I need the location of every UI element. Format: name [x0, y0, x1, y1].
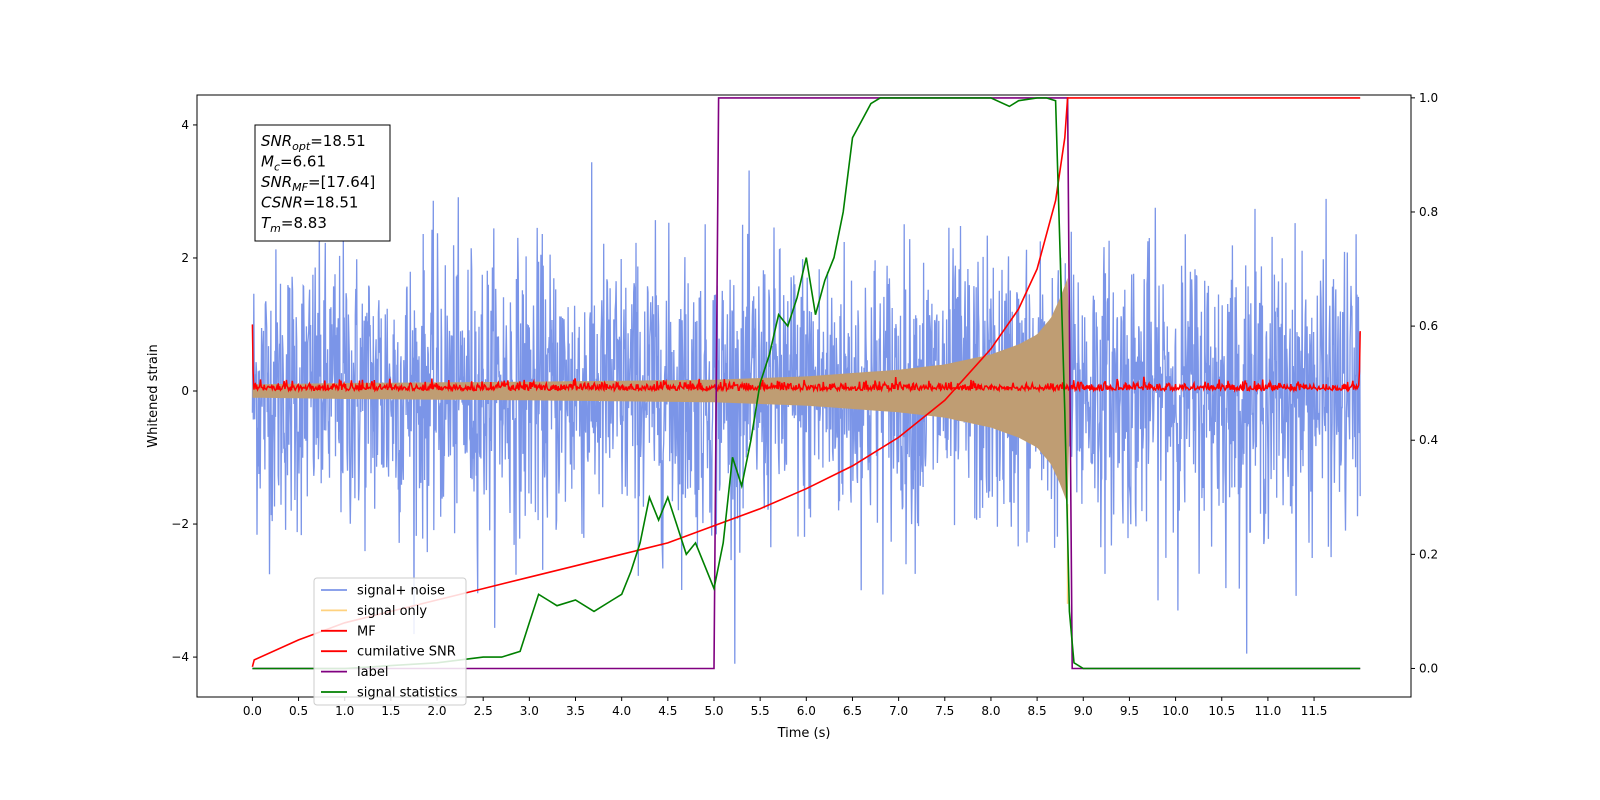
- y-right-tick-label: 0.2: [1419, 547, 1438, 561]
- y-right-tick-label: 0.8: [1419, 205, 1438, 219]
- x-tick-label: 7.5: [935, 704, 954, 718]
- annotation-line: SNRopt=18.51: [261, 132, 366, 153]
- y-left-tick-label: −2: [171, 517, 189, 531]
- series-mf: [251, 324, 1361, 394]
- y-right-tick-label: 1.0: [1419, 91, 1438, 105]
- y-right-axis-ticks: 0.0 0.2 0.4 0.6 0.8 1.0: [1411, 91, 1438, 675]
- x-tick-label: 2.5: [474, 704, 493, 718]
- x-tick-label: 9.5: [1120, 704, 1139, 718]
- x-tick-label: 0.0: [243, 704, 262, 718]
- legend-label: label: [357, 665, 388, 680]
- x-tick-label: 8.5: [1028, 704, 1047, 718]
- x-tick-label: 11.5: [1301, 704, 1328, 718]
- y-axis-label: Whitened strain: [146, 344, 161, 447]
- x-axis-ticks: 0.0 0.5 1.0 1.5 2.0 2.5 3.0 3.5 4.0 4.5 5.0 5.5 6.0 6…: [243, 697, 1328, 718]
- x-tick-label: 10.0: [1162, 704, 1189, 718]
- plot-content: [251, 97, 1361, 670]
- x-tick-label: 2.0: [427, 704, 446, 718]
- y-right-tick-label: 0.4: [1419, 433, 1438, 447]
- x-tick-label: 5.5: [751, 704, 770, 718]
- x-tick-label: 11.0: [1255, 704, 1282, 718]
- annotation-line: CSNR=18.51: [261, 194, 358, 212]
- x-axis-label: Time (s): [777, 726, 831, 741]
- y-left-axis-ticks: −4 −2 0 2 4: [171, 118, 197, 664]
- x-tick-label: 4.5: [658, 704, 677, 718]
- x-tick-label: 1.0: [335, 704, 354, 718]
- x-tick-label: 3.0: [520, 704, 539, 718]
- x-tick-label: 4.0: [612, 704, 631, 718]
- legend-label: signal statistics: [357, 686, 458, 701]
- legend-label: signal only: [357, 604, 427, 619]
- legend-box: [313, 577, 467, 706]
- x-tick-label: 3.5: [566, 704, 585, 718]
- x-tick-label: 5.0: [704, 704, 723, 718]
- y-right-tick-label: 0.6: [1419, 319, 1438, 333]
- series-signal-only: [252, 277, 1071, 505]
- annotation-box: [254, 124, 391, 242]
- legend-label: MF: [357, 624, 376, 639]
- axes-frame: [196, 94, 1412, 698]
- annotation-line: Mc=6.61: [261, 153, 326, 174]
- x-tick-label: 1.5: [381, 704, 400, 718]
- annotation-line: SNRMF=[17.64]: [261, 173, 375, 194]
- x-tick-label: 6.5: [843, 704, 862, 718]
- y-left-tick-label: 4: [181, 118, 189, 132]
- x-tick-label: 6.0: [797, 704, 816, 718]
- legend-label: signal+ noise: [357, 584, 445, 599]
- annotation-line: Tm=8.83: [261, 214, 327, 235]
- y-right-tick-label: 0.0: [1419, 661, 1438, 675]
- x-tick-label: 8.0: [981, 704, 1000, 718]
- x-tick-label: 9.0: [1074, 704, 1093, 718]
- series-signal-statistics: [252, 97, 1361, 670]
- stats-annotation-box: SNRopt=18.51Mc=6.61SNRMF=[17.64]CSNR=18.…: [254, 124, 391, 242]
- x-tick-label: 7.0: [889, 704, 908, 718]
- y-left-tick-label: −4: [171, 650, 189, 664]
- legend-label: cumilative SNR: [357, 645, 456, 660]
- y-left-tick-label: 0: [181, 384, 189, 398]
- y-left-tick-label: 2: [181, 251, 189, 265]
- x-tick-label: 0.5: [289, 704, 308, 718]
- x-tick-label: 10.5: [1208, 704, 1235, 718]
- legend: signal+ noise signal only MF cumilative SNR…: [313, 577, 467, 706]
